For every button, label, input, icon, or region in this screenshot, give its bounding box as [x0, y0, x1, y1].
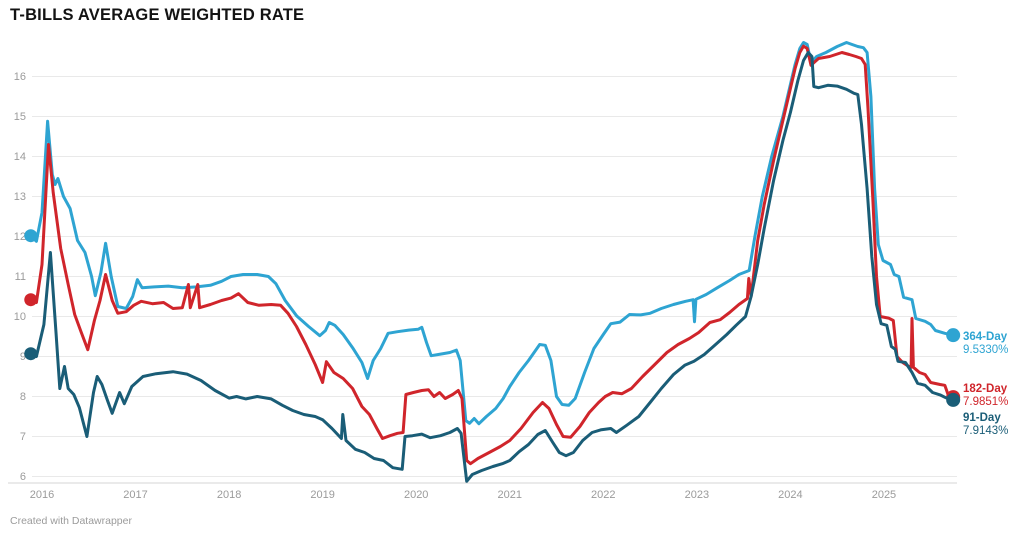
- line-364-day: [29, 41, 955, 426]
- x-tick-label-2022: 2022: [591, 489, 615, 501]
- line-91-day: [29, 51, 955, 483]
- series-value-364-day: 9.5330%: [963, 344, 1008, 356]
- x-tick-label-2023: 2023: [685, 489, 709, 501]
- y-tick-label-12: 12: [14, 231, 26, 243]
- x-tick-label-2016: 2016: [30, 489, 54, 501]
- x-tick-label-2018: 2018: [217, 489, 241, 501]
- series-label-91-day: 91-Day: [963, 412, 1001, 424]
- end-dot-91-day: [946, 392, 961, 407]
- line-182-day: [29, 44, 955, 466]
- start-dot-182-day: [24, 293, 38, 307]
- y-tick-label-11: 11: [15, 271, 26, 283]
- series-label-182-day: 182-Day: [963, 383, 1008, 395]
- y-tick-label-16: 16: [14, 71, 26, 83]
- y-tick-label-8: 8: [20, 391, 26, 403]
- x-tick-label-2017: 2017: [123, 489, 147, 501]
- x-tick-label-2020: 2020: [404, 489, 428, 501]
- y-tick-label-6: 6: [20, 471, 26, 483]
- series-label-364-day: 364-Day: [963, 331, 1008, 343]
- y-tick-label-15: 15: [14, 111, 26, 123]
- y-tick-label-7: 7: [20, 431, 26, 443]
- y-tick-label-14: 14: [14, 151, 26, 163]
- series-value-182-day: 7.9851%: [963, 396, 1008, 408]
- x-tick-label-2025: 2025: [872, 489, 896, 501]
- y-tick-label-13: 13: [14, 191, 26, 203]
- x-tick-label-2024: 2024: [778, 489, 802, 501]
- series-value-91-day: 7.9143%: [963, 425, 1008, 437]
- chart-title: T-BILLS AVERAGE WEIGHTED RATE: [10, 6, 305, 24]
- start-dot-91-day: [24, 347, 38, 361]
- datawrapper-credit: Created with Datawrapper: [10, 515, 132, 527]
- start-dot-364-day: [24, 229, 38, 243]
- y-tick-label-9: 9: [20, 351, 26, 363]
- y-tick-label-10: 10: [14, 311, 26, 323]
- x-tick-label-2019: 2019: [310, 489, 334, 501]
- x-tick-label-2021: 2021: [498, 489, 522, 501]
- end-dot-364-day: [946, 328, 961, 343]
